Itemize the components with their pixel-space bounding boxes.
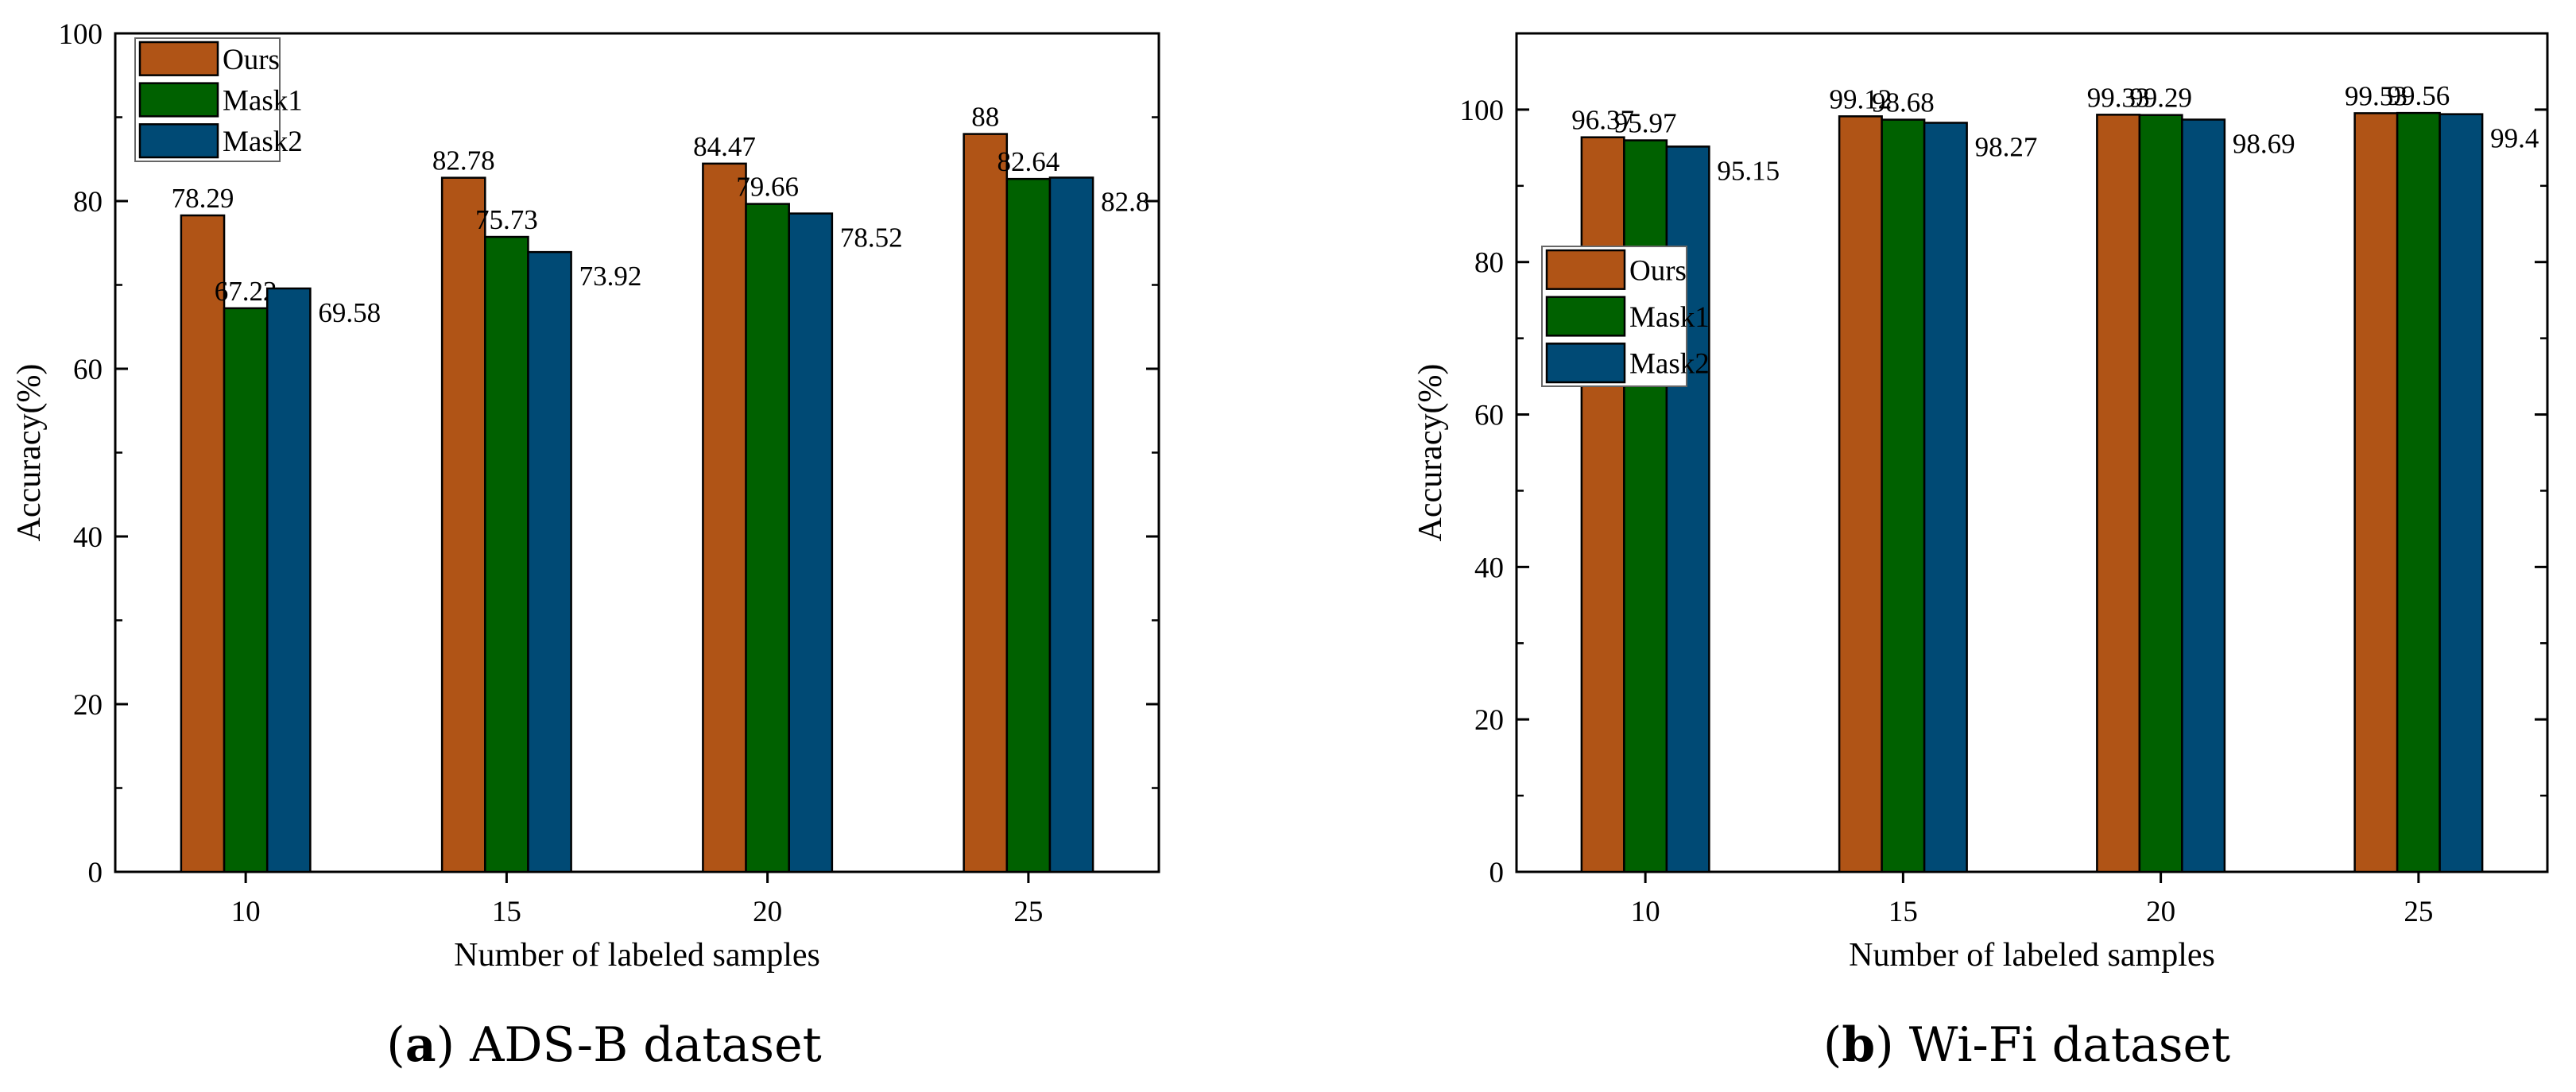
data-label: 98.68 <box>1872 87 1935 118</box>
x-tick-label: 10 <box>1631 896 1660 928</box>
data-label: 99.4 <box>2490 123 2539 154</box>
data-label: 99.29 <box>2129 83 2192 114</box>
legend-label-mask2: Mask2 <box>1629 348 1710 381</box>
data-label: 82.64 <box>997 146 1060 177</box>
data-label: 69.58 <box>318 297 381 328</box>
legend-swatch-ours <box>138 41 219 76</box>
x-tick-label: 25 <box>2404 896 2433 928</box>
data-label: 99.53 <box>2345 80 2407 111</box>
legend-swatch-ours <box>1545 249 1626 290</box>
data-label: 75.73 <box>475 204 538 235</box>
data-label: 99.56 <box>2388 80 2450 111</box>
legend-swatch-mask2 <box>1545 343 1626 384</box>
bar-mask1-10 <box>223 307 269 873</box>
bar-mask1-15 <box>1881 118 1926 873</box>
x-tick-label: 10 <box>231 896 261 928</box>
caption-text: Wi-Fi dataset <box>1909 1017 2230 1073</box>
caption-paren-open: ( <box>1823 1017 1842 1073</box>
bar-ours-20 <box>702 162 747 873</box>
legend: Ours Mask1 Mask2 <box>1541 246 1710 387</box>
x-tick-label: 20 <box>753 896 782 928</box>
data-label: 78.52 <box>840 223 903 254</box>
y-tick-label: 20 <box>1474 704 1504 737</box>
x-tick-label: 25 <box>1013 896 1043 928</box>
data-label: 82.8 <box>1101 186 1149 217</box>
panel-caption: (b) Wi-Fi dataset <box>1823 1017 2230 1073</box>
legend-label-mask2: Mask2 <box>223 126 303 158</box>
data-label: 78.29 <box>172 183 234 214</box>
y-tick-label: 100 <box>59 18 103 51</box>
legend-label-mask1: Mask1 <box>223 85 303 118</box>
data-label: 95.97 <box>1614 108 1677 139</box>
y-tick-label: 60 <box>1474 400 1504 432</box>
bar-ours-10 <box>180 214 226 873</box>
x-tick-label: 15 <box>1888 896 1918 928</box>
bar-ours-25 <box>2353 112 2399 873</box>
x-axis-title: Number of labeled samples <box>1849 937 2215 974</box>
bar-mask2-20 <box>2181 118 2226 873</box>
legend-swatch-mask1 <box>1545 296 1626 337</box>
x-tick-label: 20 <box>2146 896 2175 928</box>
panel-caption: (a) ADS-B dataset <box>386 1017 821 1073</box>
caption-letter: a <box>405 1017 436 1073</box>
data-label: 99.33 <box>2087 82 2150 113</box>
legend-swatch-mask1 <box>138 82 219 118</box>
y-tick-label: 80 <box>73 186 103 219</box>
bar-mask1-25 <box>1005 177 1052 873</box>
y-tick-label: 40 <box>1474 552 1504 584</box>
legend: Ours Mask1 Mask2 <box>134 37 303 162</box>
bar-mask2-15 <box>1923 122 1968 873</box>
bar-ours-20 <box>2096 114 2141 873</box>
bar-mask2-20 <box>788 212 834 873</box>
bar-ours-15 <box>440 176 486 873</box>
data-label: 98.69 <box>2233 128 2295 159</box>
bar-mask2-10 <box>265 287 312 873</box>
y-tick-label: 40 <box>73 521 103 554</box>
data-label: 95.15 <box>1717 155 1780 186</box>
x-axis-title: Number of labeled samples <box>454 937 820 974</box>
data-label: 82.78 <box>432 145 495 176</box>
caption-paren-close: ) <box>436 1017 470 1073</box>
legend-label-mask1: Mask1 <box>1629 301 1710 334</box>
bar-mask1-25 <box>2396 111 2441 873</box>
data-label: 84.47 <box>693 131 756 162</box>
x-tick-label: 15 <box>492 896 521 928</box>
data-label: 96.37 <box>1571 105 1634 136</box>
bar-mask1-20 <box>2138 114 2183 873</box>
y-tick-label: 0 <box>1489 857 1505 889</box>
bar-mask1-20 <box>745 203 790 873</box>
y-axis-title: Accuracy(%) <box>1412 364 1449 542</box>
data-label: 98.27 <box>1975 132 2038 163</box>
y-axis-title: Accuracy(%) <box>11 364 48 542</box>
bar-mask2-25 <box>2438 113 2484 873</box>
data-label: 99.12 <box>1829 83 1892 114</box>
bar-mask2-15 <box>527 250 572 873</box>
legend-label-ours: Ours <box>1629 254 1687 287</box>
chart-panel-b: 0 20 40 60 80 100 10 15 20 25 96.37 99.12 99.33 99.53… <box>1412 32 2549 1073</box>
y-tick-label: 60 <box>73 354 103 386</box>
data-label: 79.66 <box>736 172 799 203</box>
bar-ours-15 <box>1838 115 1883 873</box>
legend-label-ours: Ours <box>223 44 280 76</box>
bar-ours-25 <box>963 133 1009 873</box>
caption-paren-close: ) <box>1875 1017 1908 1073</box>
bar-mask2-25 <box>1048 176 1094 873</box>
caption-letter: b <box>1842 1017 1875 1073</box>
bar-mask1-15 <box>484 235 529 873</box>
y-tick-label: 20 <box>73 689 103 722</box>
y-tick-label: 80 <box>1474 247 1504 280</box>
data-label: 88 <box>971 102 999 133</box>
caption-paren-open: ( <box>386 1017 405 1073</box>
caption-text: ADS-B dataset <box>469 1017 822 1073</box>
plot-area-frame <box>1515 32 2549 873</box>
data-label: 73.92 <box>579 261 642 292</box>
legend-swatch-mask2 <box>138 123 219 159</box>
y-tick-label: 0 <box>88 857 103 889</box>
y-tick-label: 100 <box>1460 95 1505 127</box>
